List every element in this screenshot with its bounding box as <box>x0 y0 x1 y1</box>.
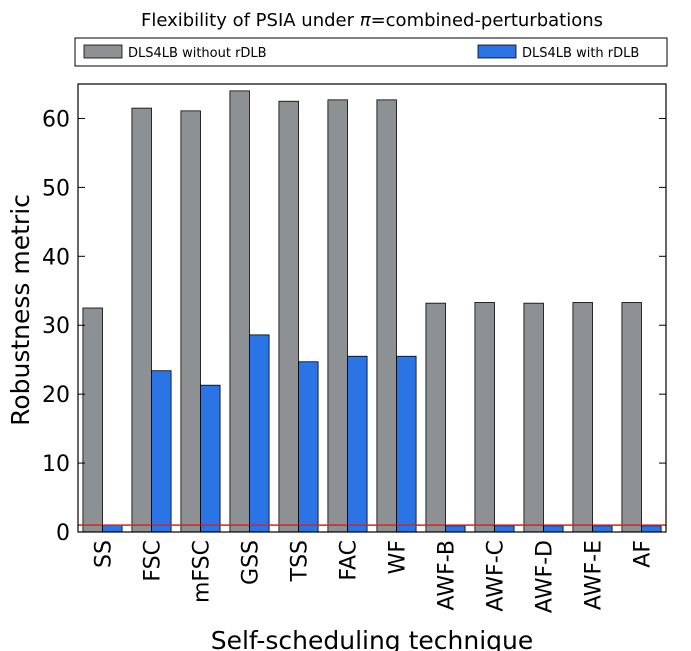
y-axis-title: Robustness metric <box>6 194 35 426</box>
x-tick-label-gss: GSS <box>239 540 264 585</box>
x-axis-title: Self-scheduling technique <box>211 626 534 651</box>
y-tick-label: 0 <box>56 521 70 546</box>
x-tick-label-awf-c: AWF-C <box>484 540 509 612</box>
bar-without-rdlb-awf-e <box>572 302 593 533</box>
x-tick-label-fsc: FSC <box>141 540 166 582</box>
bar-without-rdlb-wf <box>376 99 397 533</box>
x-tick-label-fac: FAC <box>337 540 362 581</box>
legend-swatch-with-rdlb <box>477 44 517 59</box>
chart-title-prefix: Flexibility of PSIA under <box>141 10 360 31</box>
bar-with-rdlb-awf-c <box>494 525 515 533</box>
bar-without-rdlb-gss <box>229 90 250 533</box>
x-tick-label-af: AF <box>631 540 656 568</box>
bar-without-rdlb-af <box>621 302 642 533</box>
y-tick-label: 50 <box>42 176 70 201</box>
bar-with-rdlb-tss <box>298 361 319 533</box>
bar-with-rdlb-ss <box>102 524 123 533</box>
bar-with-rdlb-wf <box>396 355 417 533</box>
bar-with-rdlb-awf-e <box>592 525 613 533</box>
bar-with-rdlb-awf-b <box>445 525 466 533</box>
y-tick-label: 30 <box>42 314 70 339</box>
legend-frame <box>74 37 668 67</box>
legend-swatch-without-rdlb <box>83 44 123 59</box>
x-tick-label-wf: WF <box>386 540 411 574</box>
x-tick-label-awf-d: AWF-D <box>533 540 558 613</box>
bars-group <box>82 90 662 533</box>
legend-label-without-rdlb: DLS4LB without rDLB <box>128 46 267 61</box>
y-axis-ticks: 0 10 20 30 40 50 60 <box>42 107 666 546</box>
bar-with-rdlb-awf-d <box>543 525 564 533</box>
bar-with-rdlb-fsc <box>151 370 172 533</box>
bar-without-rdlb-ss <box>82 307 103 533</box>
legend-label-with-rdlb: DLS4LB with rDLB <box>522 46 639 61</box>
x-tick-label-mfsc: mFSC <box>190 540 215 603</box>
x-tick-label-ss: SS <box>92 540 117 568</box>
chart-title-suffix: =combined-perturbations <box>371 10 603 31</box>
bar-with-rdlb-fac <box>347 355 368 533</box>
bar-with-rdlb-mfsc <box>200 384 221 533</box>
bar-without-rdlb-mfsc <box>180 110 201 533</box>
y-tick-label: 60 <box>42 107 70 132</box>
bar-without-rdlb-fsc <box>131 107 152 533</box>
y-tick-label: 20 <box>42 383 70 408</box>
bar-without-rdlb-awf-b <box>425 302 446 533</box>
bar-without-rdlb-awf-c <box>474 302 495 533</box>
chart-title-symbol: π <box>360 10 372 31</box>
y-tick-label: 10 <box>42 452 70 477</box>
x-tick-label-tss: TSS <box>288 540 313 582</box>
bar-without-rdlb-fac <box>327 99 348 533</box>
plot-frame <box>77 83 667 533</box>
bar-without-rdlb-awf-d <box>523 302 544 533</box>
chart-title: Flexibility of PSIA under π=combined-per… <box>141 10 603 31</box>
x-tick-label-awf-e: AWF-E <box>582 540 607 610</box>
bar-with-rdlb-af <box>641 525 662 533</box>
x-axis-ticks: SS FSC mFSC GSS TSS FAC WF AWF-B AWF-C AWF-D AWF-E… <box>92 525 656 613</box>
bar-with-rdlb-gss <box>249 334 270 533</box>
bar-without-rdlb-tss <box>278 100 299 533</box>
legend: DLS4LB without rDLB DLS4LB with rDLB <box>74 37 668 67</box>
y-tick-label: 40 <box>42 245 70 270</box>
x-tick-label-awf-b: AWF-B <box>435 540 460 611</box>
